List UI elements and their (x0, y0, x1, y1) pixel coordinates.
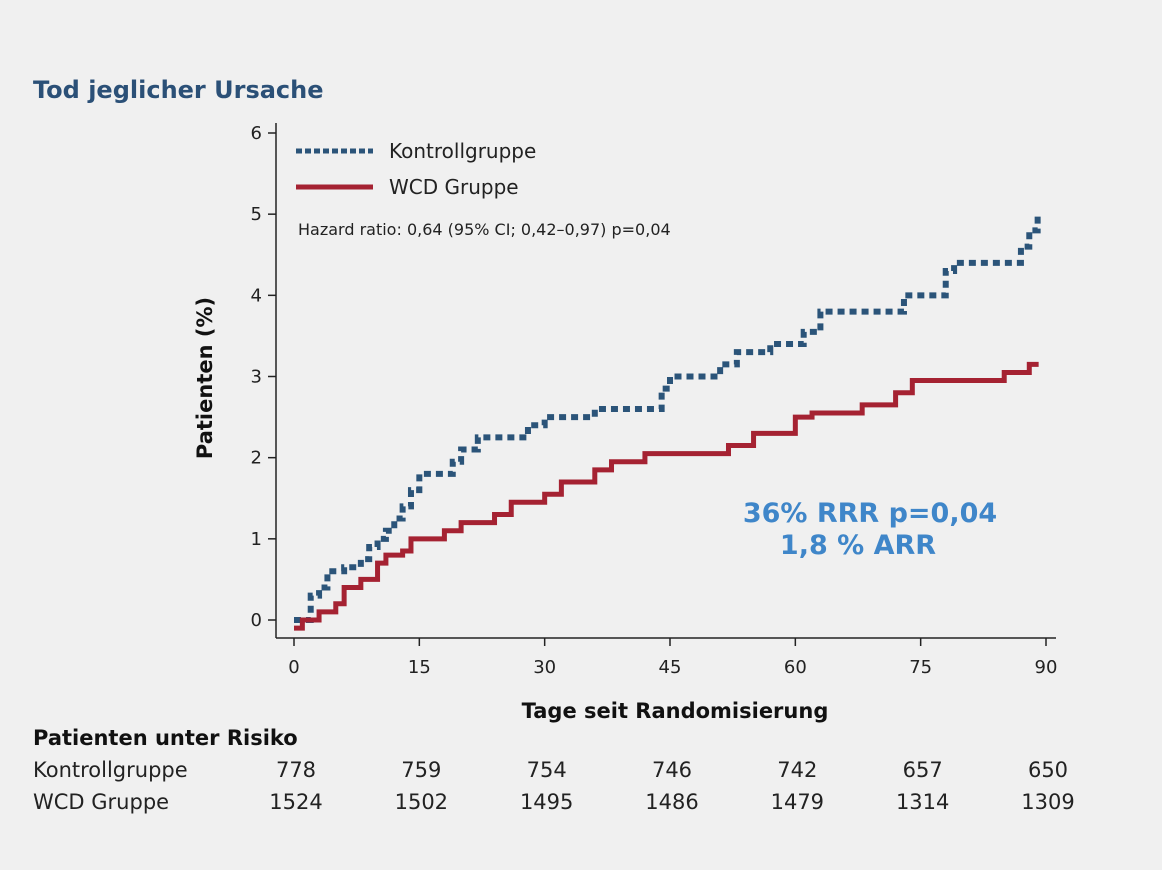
hazard-ratio-text: Hazard ratio: 0,64 (95% CI; 0,42–0,97) p… (298, 220, 671, 239)
risk-row-label: Kontrollgruppe (33, 758, 188, 782)
risk-cell: 759 (401, 758, 441, 782)
x-tick-label: 30 (533, 657, 556, 678)
series-line-kontroll (294, 211, 1041, 623)
risk-cell: 1314 (896, 790, 949, 814)
risk-cell: 1309 (1021, 790, 1074, 814)
risk-cell: 657 (903, 758, 943, 782)
y-tick-label: 0 (251, 610, 262, 631)
legend: Kontrollgruppe WCD Gruppe Hazard ratio: … (296, 139, 671, 239)
x-tick-label: 60 (784, 657, 807, 678)
x-axis-label: Tage seit Randomisierung (522, 699, 829, 723)
legend-label-wcd: WCD Gruppe (389, 175, 519, 199)
y-tick-label: 2 (251, 448, 262, 469)
risk-cell: 1524 (269, 790, 322, 814)
risk-cell: 742 (777, 758, 817, 782)
series-group (294, 211, 1041, 631)
x-tick-label: 15 (408, 657, 431, 678)
x-tick-label: 45 (659, 657, 682, 678)
risk-cell: 754 (527, 758, 567, 782)
risk-row-label: WCD Gruppe (33, 790, 169, 814)
x-tick-label: 0 (288, 657, 299, 678)
x-tick-label: 75 (909, 657, 932, 678)
x-tick-label: 90 (1035, 657, 1058, 678)
series-line-wcd (294, 361, 1039, 631)
risk-table: Patienten unter Risiko Kontrollgruppe WC… (33, 726, 1075, 814)
y-tick-label: 4 (251, 285, 262, 306)
risk-cell: 746 (652, 758, 692, 782)
risk-table-heading: Patienten unter Risiko (33, 726, 298, 750)
risk-cell: 1479 (771, 790, 824, 814)
annotation-rrr: 36% RRR p=0,04 (743, 498, 997, 529)
y-axis-label: Patienten (%) (193, 297, 217, 459)
y-tick-label: 6 (251, 123, 262, 144)
risk-cell: 1502 (395, 790, 448, 814)
annotation-arr: 1,8 % ARR (780, 530, 936, 561)
y-tick-label: 1 (251, 529, 262, 550)
chart-title: Tod jeglicher Ursache (33, 76, 324, 104)
risk-cell: 1486 (645, 790, 698, 814)
risk-cell: 650 (1028, 758, 1068, 782)
y-tick-label: 5 (251, 204, 262, 225)
risk-cell: 778 (276, 758, 316, 782)
risk-cell: 1495 (520, 790, 573, 814)
y-tick-label: 3 (251, 367, 262, 388)
legend-label-kontroll: Kontrollgruppe (389, 139, 536, 163)
